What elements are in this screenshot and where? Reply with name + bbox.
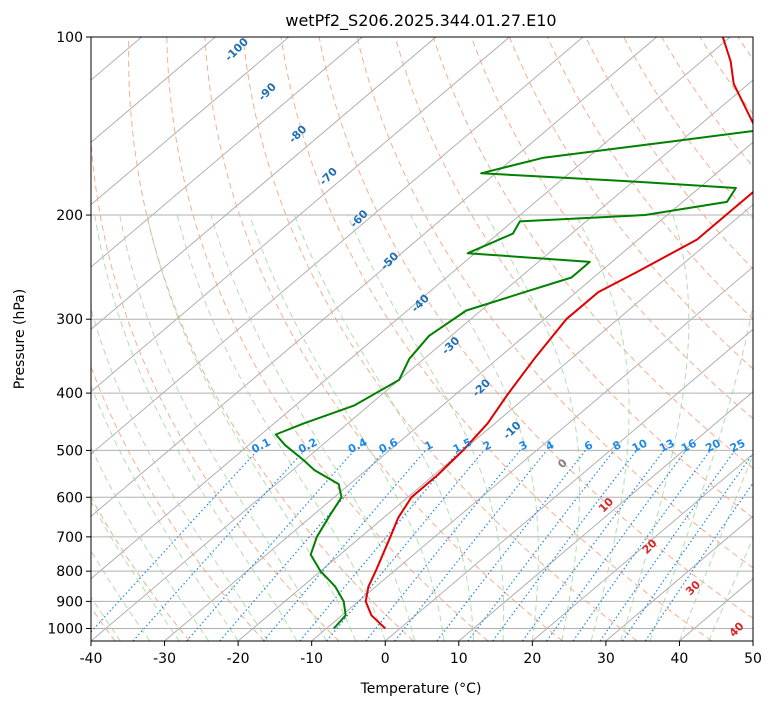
axes: -40 -30 -20 -10 0 10 20 30 40 50 1000 900 800 700 600 5… <box>47 30 762 667</box>
moist-adiabat-line <box>91 500 180 641</box>
isotherm-line <box>91 37 437 330</box>
moist-adiabat-line <box>678 453 753 641</box>
y-tick-label: 200 <box>56 208 83 224</box>
moist-adiabat-line <box>91 549 151 641</box>
dry-adiabat-line <box>280 37 713 641</box>
y-tick-label: 500 <box>56 443 83 459</box>
moist-adiabat-line <box>91 446 210 641</box>
moist-adiabat-line <box>575 214 630 641</box>
x-tick-label: 50 <box>744 651 762 667</box>
mixing-ratio-line <box>522 450 665 641</box>
dry-adiabat-line <box>242 37 638 641</box>
moist-adiabat-line <box>249 214 445 641</box>
x-tick-label: 20 <box>523 651 541 667</box>
x-tick-label: 0 <box>381 651 390 667</box>
moist-adiabat-line <box>346 214 505 641</box>
mixing-ratio-line <box>599 450 736 641</box>
dry-adiabat-line <box>547 37 753 320</box>
y-tick-label: 300 <box>56 312 83 328</box>
moist-adiabat-line <box>294 214 474 641</box>
dry-adiabat-line <box>509 37 753 370</box>
temperature-profile-line <box>364 37 753 630</box>
mixing-ratio-line <box>394 450 548 641</box>
dry-adiabat-line <box>91 365 265 641</box>
y-tick-label: 700 <box>56 530 83 546</box>
moist-adiabat-line <box>119 214 327 641</box>
isotherm-line <box>91 37 363 268</box>
x-tick-label: 40 <box>671 651 689 667</box>
isotherm-line <box>164 141 753 641</box>
x-tick-label: 10 <box>450 651 468 667</box>
moist-adiabat-line <box>410 214 539 641</box>
y-axis-title: Pressure (hPa) <box>12 289 28 389</box>
dry-adiabat-line <box>204 37 563 641</box>
mixing-ratio-line <box>546 450 687 641</box>
isotherm-line <box>91 79 753 641</box>
x-tick-label: -10 <box>300 651 323 667</box>
isotherm-line <box>384 328 753 641</box>
background-lines <box>91 37 753 641</box>
mixing-ratio-label: 20 <box>703 436 723 455</box>
mixing-ratio-label: 16 <box>679 436 699 455</box>
mixing-ratio-label: 10 <box>630 436 650 455</box>
mixing-ratio-label: 13 <box>657 437 677 456</box>
x-tick-label: -20 <box>227 651 250 667</box>
isotherm-line <box>237 203 753 641</box>
mixing-ratio-line <box>572 450 711 641</box>
isotherm-line <box>91 37 584 455</box>
isotherm-line <box>91 37 216 143</box>
moist-adiabat-line <box>91 307 268 641</box>
x-tick-label: -30 <box>153 651 176 667</box>
isotherm-line <box>532 453 753 641</box>
moist-adiabat-line <box>146 214 357 641</box>
dry-adiabat-line <box>394 37 753 519</box>
dry-adiabat-line <box>470 37 753 420</box>
dry-adiabat-line <box>91 37 340 641</box>
mixing-ratio-line <box>467 450 615 641</box>
plot-frame <box>90 36 754 642</box>
moist-adiabat-line <box>210 214 416 641</box>
moist-adiabat-line <box>91 595 121 641</box>
isotherm-line <box>91 37 657 517</box>
mixing-ratio-line <box>492 450 638 641</box>
x-tick-label: 30 <box>597 651 615 667</box>
x-tick-label: -40 <box>80 651 103 667</box>
x-axis-title: Temperature (°C) <box>360 681 482 697</box>
profile-lines <box>274 37 753 630</box>
isotherm-line <box>458 391 753 641</box>
y-tick-label: 400 <box>56 386 83 402</box>
mixing-ratio-line <box>326 450 485 641</box>
mixing-ratio-line <box>263 450 426 641</box>
moist-adiabat-line <box>649 302 753 641</box>
y-tick-label: 900 <box>56 594 83 610</box>
dry-adiabat-line <box>128 37 414 641</box>
moist-adiabat-line <box>708 536 753 641</box>
chart-title: wetPf2_S206.2025.344.01.27.E10 <box>285 11 556 31</box>
mixing-ratio-label: 25 <box>728 437 748 456</box>
moist-adiabat-line <box>91 384 239 641</box>
isotherm-line <box>91 37 731 580</box>
y-tick-label: 100 <box>56 30 83 46</box>
moist-adiabat-line <box>94 214 298 641</box>
isotherm-line <box>605 515 753 641</box>
y-tick-label: 1000 <box>47 621 83 637</box>
mixing-ratio-line <box>186 450 355 641</box>
moist-adiabat-line <box>486 214 581 641</box>
dewpoint-profile-line <box>274 129 753 630</box>
dry-adiabat-line <box>166 37 489 641</box>
dry-adiabat-line <box>356 37 753 569</box>
mixing-ratio-line <box>299 450 460 641</box>
dry-adiabat-line <box>91 496 191 641</box>
mixing-ratio-line <box>622 452 753 641</box>
y-tick-label: 600 <box>56 490 83 506</box>
isotherm-line <box>91 37 510 393</box>
isotherm-line <box>311 266 753 641</box>
mixing-ratio-line <box>644 482 753 641</box>
dry-adiabat-line <box>318 37 753 619</box>
mixing-ratio-line <box>365 450 521 641</box>
isotherm-line <box>91 37 290 206</box>
y-tick-label: 800 <box>56 564 83 580</box>
mixing-ratio-line <box>132 450 305 641</box>
